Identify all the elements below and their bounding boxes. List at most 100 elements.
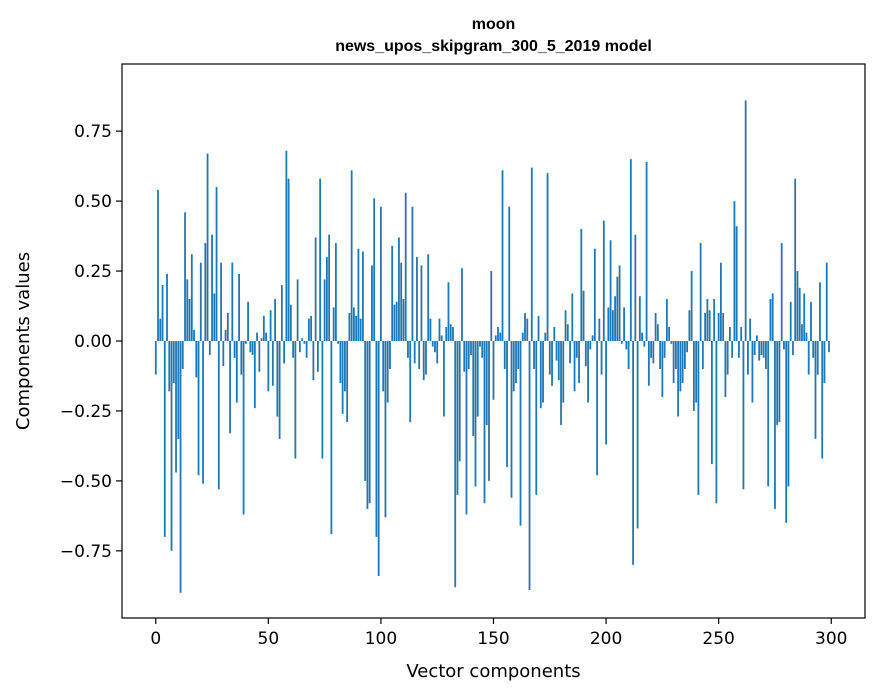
bar xyxy=(184,212,186,341)
bar xyxy=(440,335,443,341)
bar xyxy=(663,341,666,358)
bar xyxy=(627,341,630,369)
bar xyxy=(328,234,331,341)
bar xyxy=(729,327,731,341)
bar xyxy=(348,313,351,341)
bar xyxy=(353,307,355,341)
bar xyxy=(508,206,511,341)
bar xyxy=(341,341,344,414)
bar xyxy=(276,341,279,417)
bar xyxy=(609,240,612,341)
bar xyxy=(539,341,542,409)
bar xyxy=(170,341,173,551)
bar xyxy=(499,332,502,341)
bar xyxy=(555,341,558,361)
bar xyxy=(751,341,754,403)
bar xyxy=(382,341,385,392)
bar xyxy=(188,299,191,341)
bar xyxy=(625,341,628,350)
bar xyxy=(256,332,258,341)
y-tick-label: −0.75 xyxy=(60,542,112,562)
bar xyxy=(801,324,803,341)
bar xyxy=(614,296,616,341)
bar xyxy=(794,178,797,341)
bar xyxy=(154,341,157,375)
bar xyxy=(665,299,668,341)
bar xyxy=(265,332,267,341)
bar xyxy=(278,341,281,439)
bar xyxy=(357,248,360,341)
bar xyxy=(395,301,398,341)
bar xyxy=(168,341,171,392)
bar xyxy=(359,318,362,341)
bar xyxy=(479,341,481,347)
bar xyxy=(485,341,488,425)
bar xyxy=(749,318,752,341)
bar xyxy=(364,341,367,481)
bar xyxy=(711,341,713,465)
bar xyxy=(467,341,470,369)
bar xyxy=(557,341,560,381)
bar xyxy=(679,341,682,392)
bar xyxy=(474,341,477,487)
y-tick-label: 0.50 xyxy=(74,192,112,212)
bar xyxy=(249,341,252,353)
bar xyxy=(731,341,734,358)
bar xyxy=(260,338,263,341)
bar xyxy=(762,341,765,358)
bar xyxy=(186,279,189,341)
bar xyxy=(159,318,162,341)
bar xyxy=(645,161,648,341)
bar xyxy=(267,341,270,392)
bar xyxy=(789,301,792,341)
bar xyxy=(735,226,738,341)
bar xyxy=(674,341,677,369)
bar xyxy=(787,341,790,487)
x-tick-label: 150 xyxy=(477,629,509,649)
bar xyxy=(814,341,817,439)
bar xyxy=(803,293,806,341)
bar xyxy=(193,329,195,341)
bar xyxy=(821,341,824,459)
bar xyxy=(695,341,698,403)
bar xyxy=(553,327,556,341)
bar xyxy=(217,341,220,490)
bar xyxy=(807,341,810,375)
bar xyxy=(825,262,828,341)
bar xyxy=(744,100,747,342)
bar xyxy=(783,341,785,350)
bars-group xyxy=(154,100,830,593)
bar xyxy=(161,285,164,341)
bar xyxy=(242,341,245,515)
bar xyxy=(285,150,288,341)
bar xyxy=(562,341,565,403)
bar xyxy=(668,327,671,341)
bar xyxy=(447,282,450,341)
bar xyxy=(819,282,821,341)
bar xyxy=(431,341,434,347)
bar xyxy=(323,279,326,341)
bar xyxy=(429,318,432,341)
bar xyxy=(634,234,637,341)
bar xyxy=(454,341,457,588)
bar xyxy=(641,332,643,341)
bar xyxy=(461,268,463,341)
bar xyxy=(715,341,718,504)
bar xyxy=(722,313,725,341)
bar xyxy=(398,237,400,341)
bar xyxy=(769,299,772,341)
bar xyxy=(652,341,655,364)
bar xyxy=(229,341,231,434)
x-axis-label: Vector components xyxy=(406,661,580,682)
bar xyxy=(805,332,808,341)
bar xyxy=(337,341,340,344)
bar xyxy=(458,341,461,462)
bar xyxy=(262,315,265,341)
bar xyxy=(535,341,538,495)
bar xyxy=(742,341,745,490)
bar xyxy=(373,198,376,341)
bar xyxy=(355,315,358,341)
bar xyxy=(339,341,342,383)
bar xyxy=(312,341,315,381)
bar xyxy=(497,327,499,341)
